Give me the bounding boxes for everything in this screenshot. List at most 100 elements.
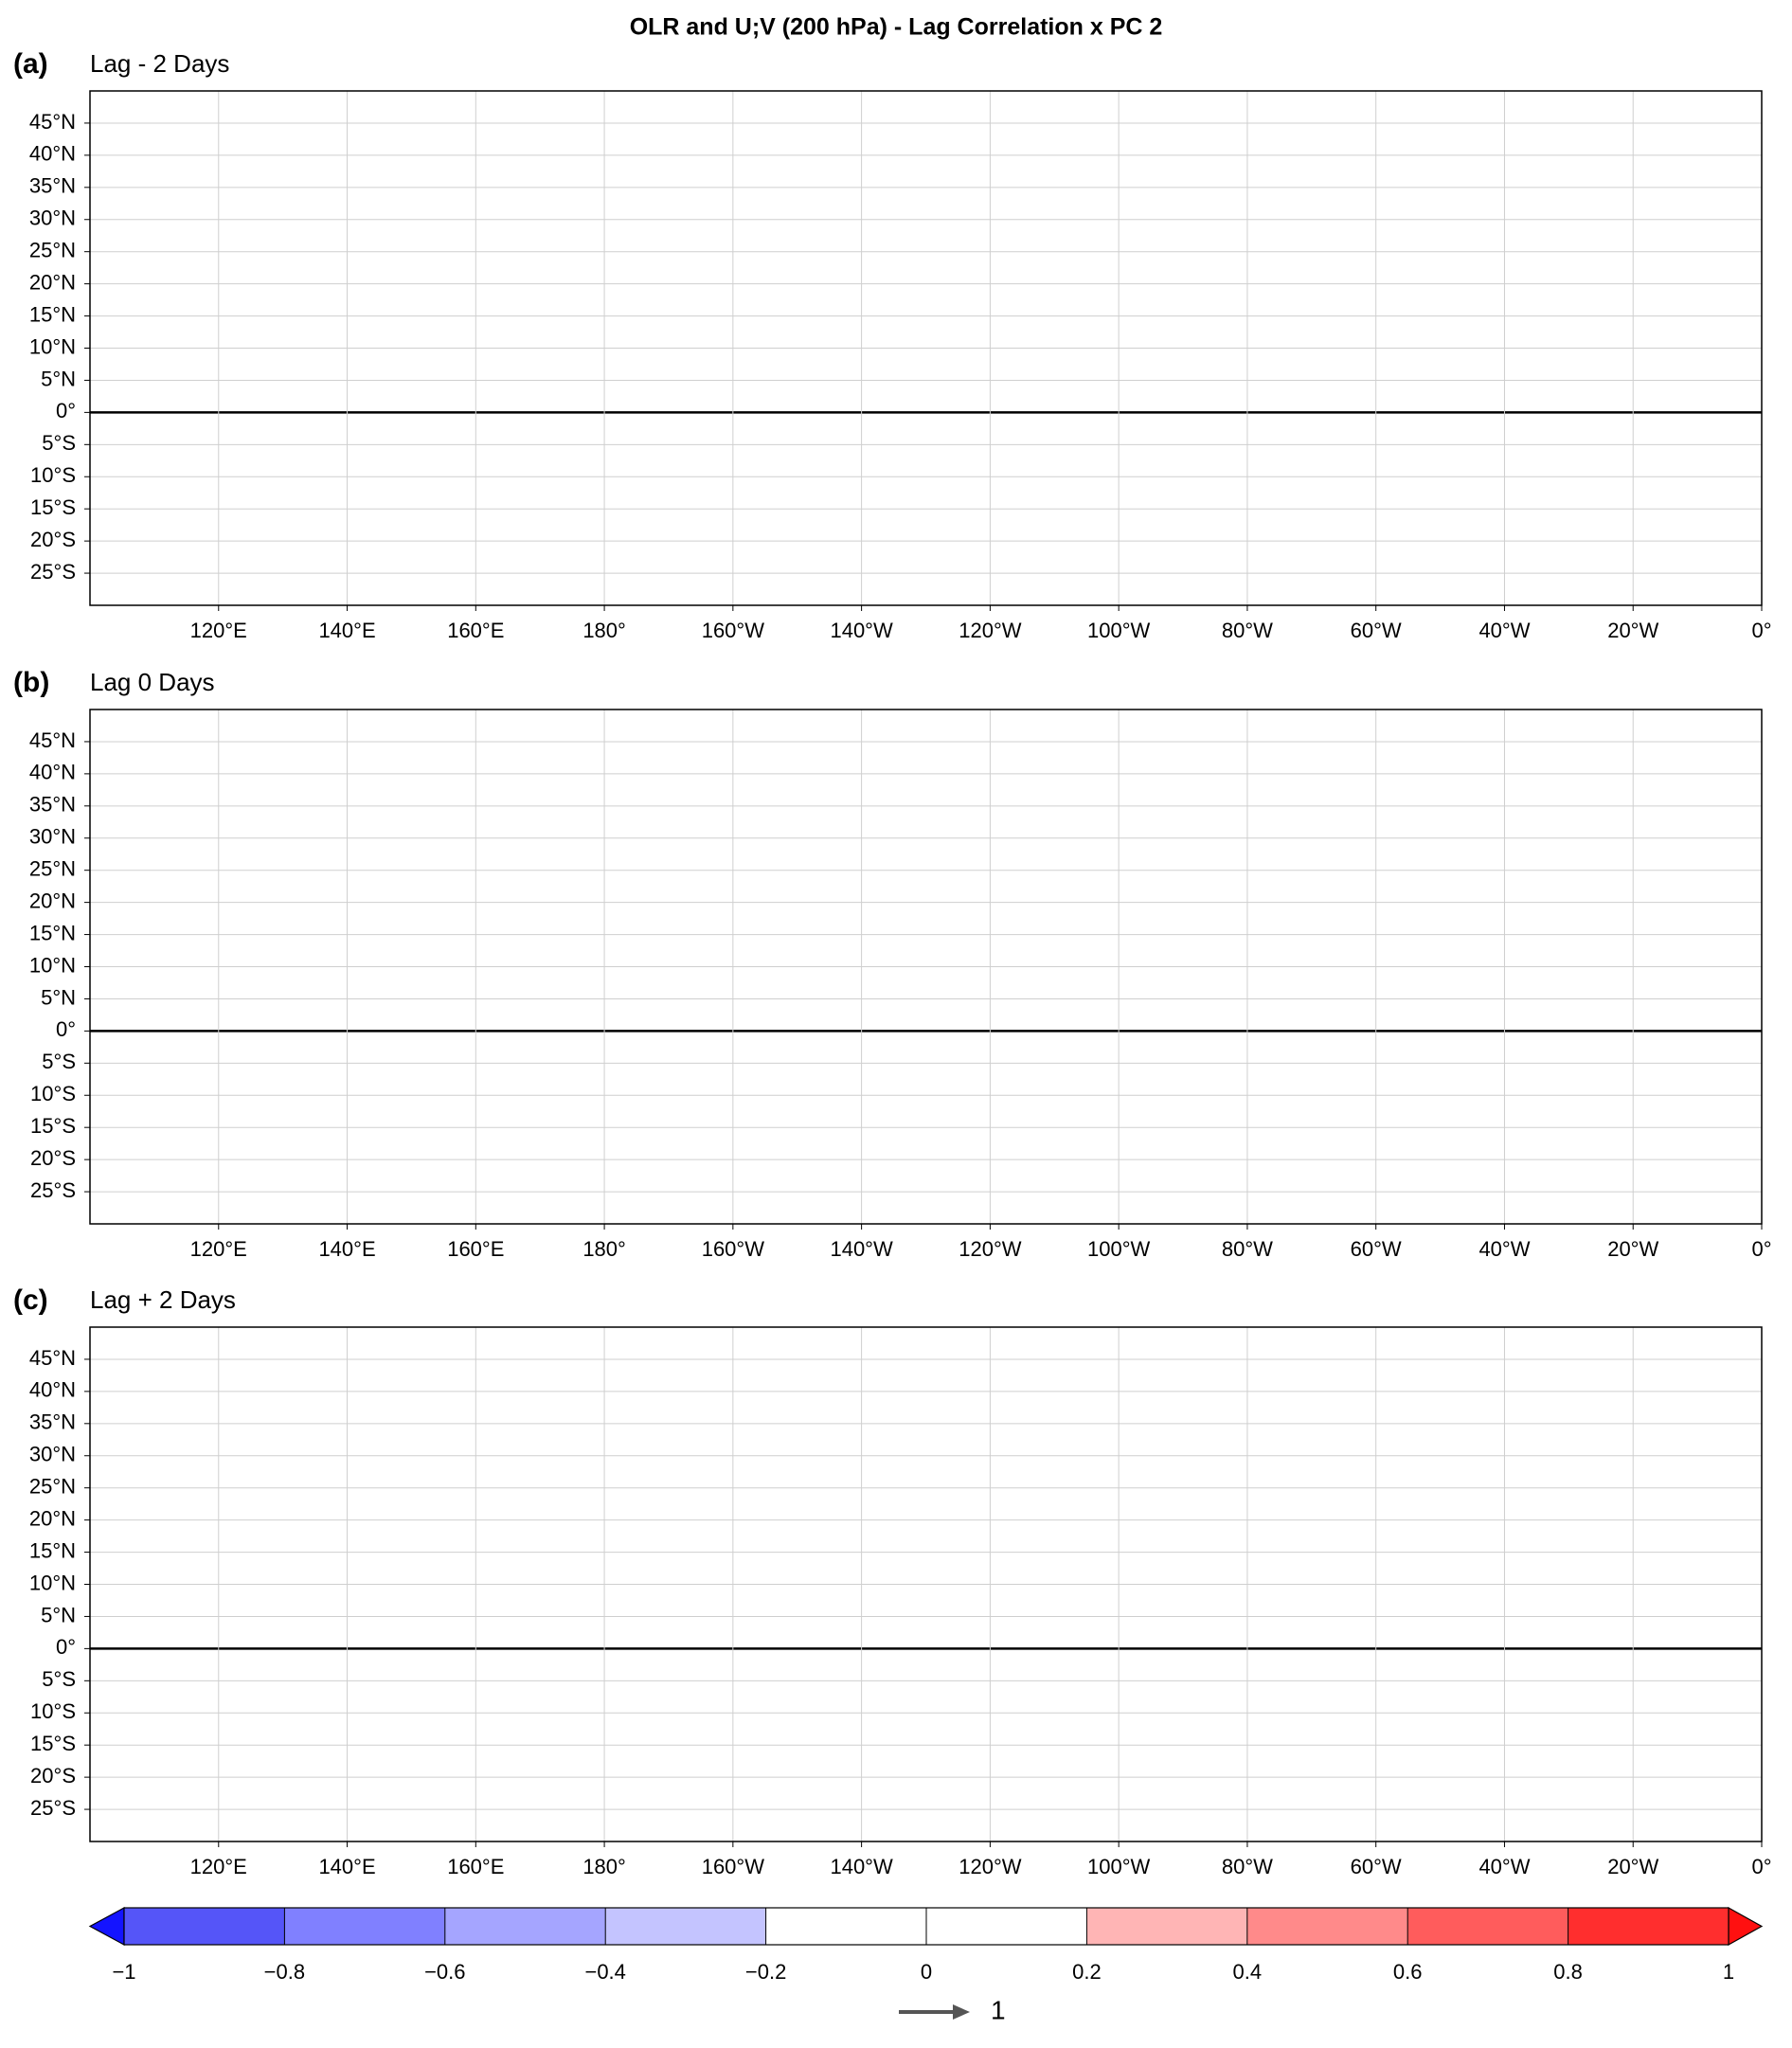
x-tick-label: 20°W — [1607, 1237, 1658, 1261]
x-tick-label: 60°W — [1351, 1237, 1402, 1261]
colorbar-label: 0 — [921, 1960, 932, 1984]
y-tick-label: 20°N — [29, 889, 76, 912]
y-tick-label: 0° — [56, 399, 76, 422]
panel-subtitle: Lag - 2 Days — [90, 49, 229, 78]
x-tick-label: 0° — [1751, 1237, 1771, 1261]
x-tick-label: 60°W — [1351, 619, 1402, 642]
x-tick-label: 20°W — [1607, 1855, 1658, 1878]
figure-title: OLR and U;V (200 hPa) - Lag Correlation … — [630, 14, 1163, 41]
colorbar-segment — [1568, 1908, 1729, 1945]
y-tick-label: 25°S — [30, 560, 76, 584]
colorbar-segment — [444, 1908, 606, 1945]
y-tick-label: 30°N — [29, 207, 76, 230]
y-tick-label: 40°N — [29, 761, 76, 784]
y-tick-label: 35°N — [29, 174, 76, 198]
colorbar-label: 0.8 — [1553, 1960, 1583, 1984]
y-tick-label: 30°N — [29, 825, 76, 849]
colorbar-label: 0.2 — [1072, 1960, 1102, 1984]
y-tick-label: 0° — [56, 1017, 76, 1041]
x-tick-label: 140°W — [830, 619, 893, 642]
colorbar-label: 1 — [1723, 1960, 1734, 1984]
colorbar-label: −0.2 — [745, 1960, 786, 1984]
y-tick-label: 25°S — [30, 1796, 76, 1820]
y-tick-label: 45°N — [29, 1346, 76, 1370]
y-tick-label: 20°S — [30, 528, 76, 551]
x-tick-label: 160°E — [447, 619, 504, 642]
x-tick-label: 120°E — [190, 1855, 247, 1878]
y-tick-label: 15°N — [29, 921, 76, 944]
colorbar-segment — [124, 1908, 285, 1945]
panel-label: (a) — [13, 48, 48, 80]
y-tick-label: 10°N — [29, 953, 76, 977]
y-tick-label: 35°N — [29, 793, 76, 817]
colorbar-segment — [1246, 1908, 1408, 1945]
x-tick-label: 100°W — [1087, 1237, 1151, 1261]
x-tick-label: 160°W — [702, 1855, 765, 1878]
x-tick-label: 160°E — [447, 1855, 504, 1878]
panel-subtitle: Lag 0 Days — [90, 668, 215, 696]
x-tick-label: 80°W — [1222, 1237, 1273, 1261]
map-frame — [89, 90, 1763, 606]
y-tick-label: 5°S — [42, 1050, 76, 1073]
colorbar-label: −0.4 — [584, 1960, 625, 1984]
y-tick-label: 30°N — [29, 1443, 76, 1466]
y-tick-label: 10°N — [29, 1571, 76, 1594]
x-tick-label: 160°W — [702, 619, 765, 642]
x-tick-label: 140°W — [830, 1855, 893, 1878]
colorbar-label: 0.4 — [1233, 1960, 1263, 1984]
y-tick-label: 5°N — [41, 367, 76, 390]
x-tick-label: 120°W — [959, 1237, 1022, 1261]
y-tick-label: 5°N — [41, 1603, 76, 1626]
x-tick-label: 100°W — [1087, 1855, 1151, 1878]
x-tick-label: 120°E — [190, 619, 247, 642]
colorbar-segment — [1086, 1908, 1247, 1945]
y-tick-label: 0° — [56, 1635, 76, 1659]
colorbar-segment — [284, 1908, 445, 1945]
x-tick-label: 140°E — [318, 1855, 375, 1878]
y-tick-label: 45°N — [29, 728, 76, 752]
colorbar-segment — [926, 1908, 1087, 1945]
y-tick-label: 35°N — [29, 1410, 76, 1434]
colorbar-segment — [1407, 1908, 1568, 1945]
y-tick-label: 25°N — [29, 1475, 76, 1499]
colorbar-label: −1 — [112, 1960, 135, 1984]
x-tick-label: 120°W — [959, 619, 1022, 642]
panel-subtitle: Lag + 2 Days — [90, 1285, 236, 1314]
x-tick-label: 140°E — [318, 1237, 375, 1261]
map-frame — [89, 1326, 1763, 1842]
colorbar-label: 0.6 — [1393, 1960, 1423, 1984]
x-tick-label: 0° — [1751, 1855, 1771, 1878]
y-tick-label: 20°N — [29, 270, 76, 294]
y-tick-label: 25°N — [29, 857, 76, 881]
colorbar-segment — [765, 1908, 926, 1945]
y-tick-label: 40°N — [29, 1378, 76, 1402]
panel-label: (c) — [13, 1284, 48, 1316]
y-tick-label: 10°S — [30, 1699, 76, 1723]
reference-vector-label: 1 — [991, 1995, 1006, 2024]
y-tick-label: 20°S — [30, 1146, 76, 1170]
y-tick-label: 15°S — [30, 1114, 76, 1138]
x-tick-label: 140°E — [318, 619, 375, 642]
x-tick-label: 40°W — [1478, 619, 1530, 642]
x-tick-label: 180° — [582, 1855, 626, 1878]
y-tick-label: 25°N — [29, 239, 76, 262]
map-frame — [89, 709, 1763, 1225]
x-tick-label: 100°W — [1087, 619, 1151, 642]
y-tick-label: 15°S — [30, 495, 76, 519]
y-tick-label: 25°S — [30, 1178, 76, 1202]
colorbar-label: −0.6 — [424, 1960, 465, 1984]
x-tick-label: 20°W — [1607, 619, 1658, 642]
y-tick-label: 45°N — [29, 110, 76, 134]
x-tick-label: 160°E — [447, 1237, 504, 1261]
x-tick-label: 80°W — [1222, 1855, 1273, 1878]
colorbar-segment — [605, 1908, 766, 1945]
x-tick-label: 180° — [582, 619, 626, 642]
y-tick-label: 5°S — [42, 1667, 76, 1691]
x-tick-label: 180° — [582, 1237, 626, 1261]
colorbar-label: −0.8 — [264, 1960, 305, 1984]
x-tick-label: 140°W — [830, 1237, 893, 1261]
y-tick-label: 15°N — [29, 1538, 76, 1562]
y-tick-label: 20°N — [29, 1506, 76, 1530]
x-tick-label: 40°W — [1478, 1855, 1530, 1878]
